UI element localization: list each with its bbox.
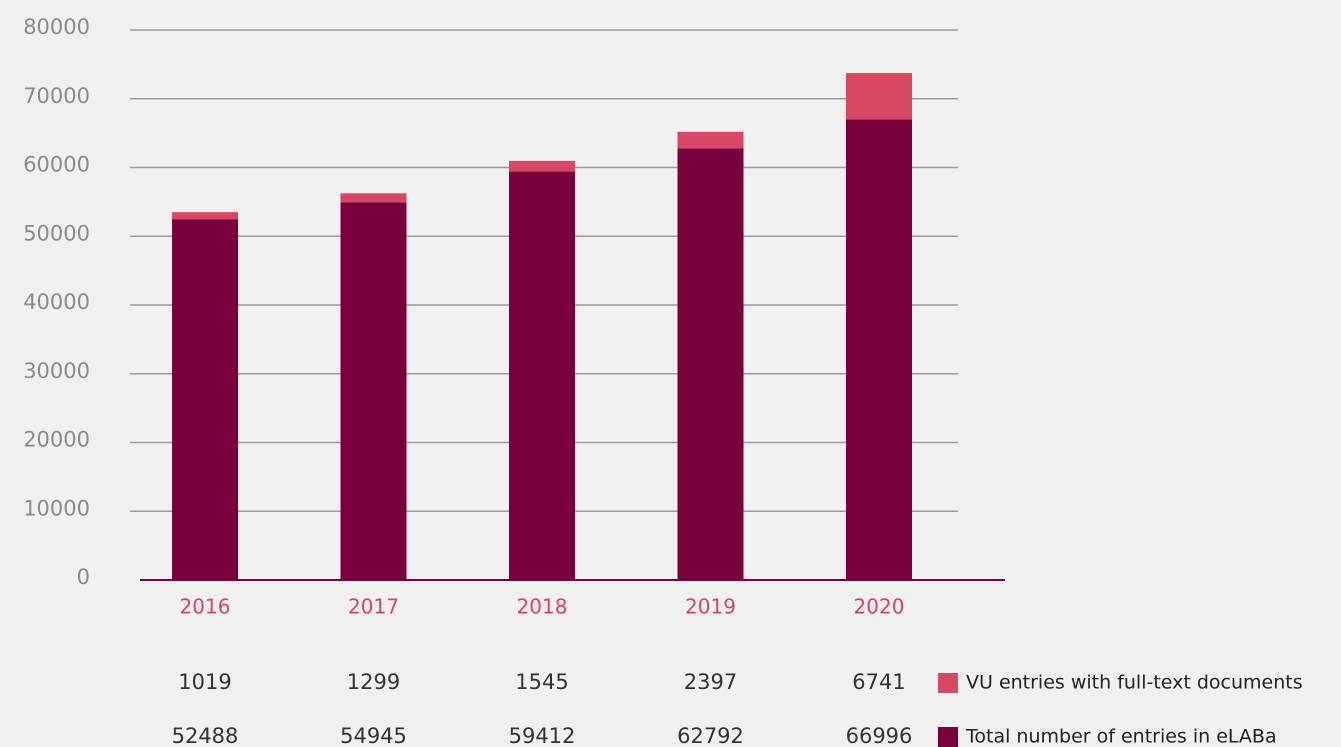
y-tick-label: 10000: [23, 496, 90, 520]
data-label: 62792: [677, 724, 744, 747]
data-label: 2397: [684, 670, 737, 694]
bar-segment: [172, 219, 238, 580]
data-label: 1545: [515, 670, 568, 694]
data-label: 6741: [852, 670, 905, 694]
data-label: 59412: [509, 724, 576, 747]
y-tick-label: 50000: [23, 221, 90, 245]
bar-segment: [846, 73, 912, 120]
bar-segment: [172, 212, 238, 220]
y-tick-label: 40000: [23, 290, 90, 314]
bar-segment: [677, 131, 744, 149]
data-label: 54945: [340, 724, 407, 747]
y-tick-label: 70000: [23, 84, 90, 108]
bar-segment: [340, 193, 407, 203]
data-label: 66996: [846, 724, 913, 747]
x-tick-label: 2019: [685, 595, 736, 619]
y-tick-label: 60000: [23, 153, 90, 177]
data-label: 1019: [178, 670, 231, 694]
y-tick-label: 80000: [23, 15, 90, 39]
bar-segment: [846, 119, 912, 580]
x-tick-label: 2018: [517, 595, 568, 619]
y-tick-label: 20000: [23, 428, 90, 452]
bar-segment: [509, 160, 575, 172]
y-tick-label: 0: [77, 565, 90, 589]
bar-segment: [509, 171, 575, 581]
y-tick-label: 30000: [23, 359, 90, 383]
bar-segment: [677, 148, 744, 580]
bar-segment: [340, 202, 407, 581]
legend-label: Total number of entries in eLABa: [965, 726, 1277, 747]
x-tick-label: 2017: [348, 595, 399, 619]
legend-swatch: [938, 673, 958, 693]
legend-swatch: [938, 727, 958, 747]
x-tick-label: 2016: [180, 595, 231, 619]
legend-label: VU entries with full-text documents: [966, 672, 1303, 694]
data-label: 1299: [347, 670, 400, 694]
x-tick-label: 2020: [854, 595, 905, 619]
data-label: 52488: [172, 724, 239, 747]
